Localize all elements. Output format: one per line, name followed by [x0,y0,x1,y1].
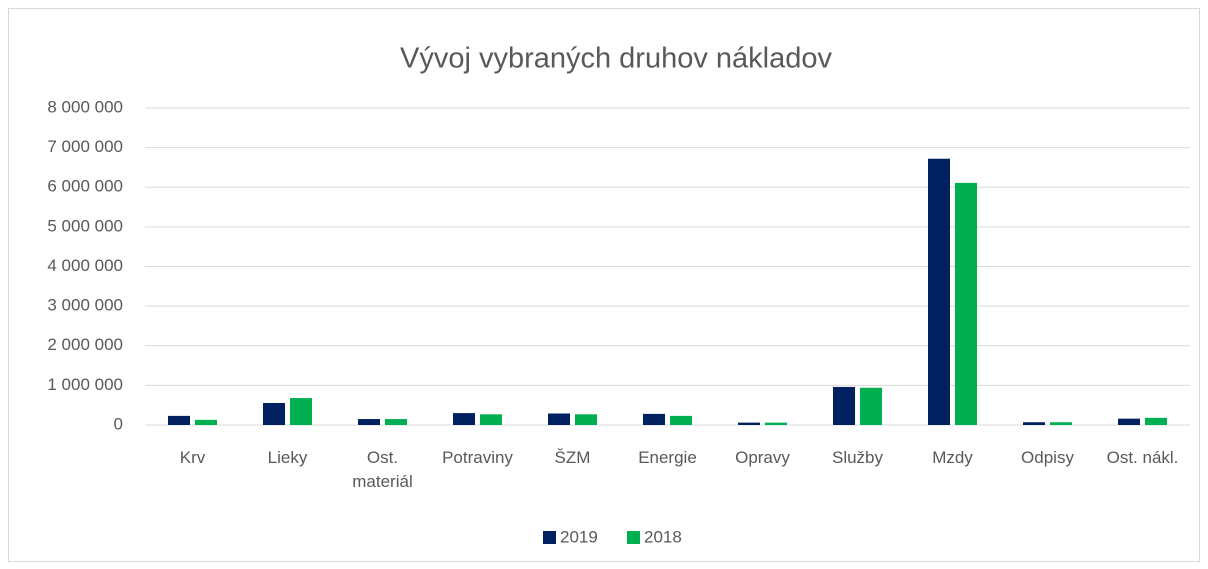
x-tick-label: Ost. nákl. [1106,448,1179,467]
x-tick-label: Služby [831,448,884,467]
y-tick-label: 2 000 000 [47,335,123,354]
bar [480,414,502,425]
chart-title: Vývoj vybraných druhov nákladov [400,43,833,75]
bar [833,386,855,425]
x-tick-label: Mzdy [932,448,973,467]
bar [928,158,950,425]
bar [195,419,217,425]
y-tick-label: 1 000 000 [47,375,123,394]
bar [290,398,312,425]
y-tick-label: 3 000 000 [47,296,123,315]
bar [765,422,787,425]
legend-label: 2019 [560,527,598,546]
bar [1050,422,1072,425]
x-tick-label: Lieky [267,448,308,467]
bar [1145,417,1167,425]
bar [670,415,692,425]
bar [385,419,407,425]
y-tick-label: 8 000 000 [47,97,123,116]
x-tick-label: Energie [638,448,697,467]
y-tick-label: 7 000 000 [47,137,123,156]
legend-swatch [627,531,640,544]
bar [168,415,190,425]
chart-frame [8,8,1200,562]
bar [358,419,380,425]
bar [860,387,882,425]
bar [575,414,597,425]
bar [1023,422,1045,425]
bar [955,182,977,425]
y-tick-label: 0 [114,414,123,433]
bar [453,413,475,425]
legend-label: 2018 [644,527,682,546]
y-tick-label: 5 000 000 [47,216,123,235]
y-tick-label: 6 000 000 [47,177,123,196]
bar [548,413,570,425]
bar [643,413,665,425]
y-tick-label: 4 000 000 [47,256,123,275]
x-tick-label: Opravy [735,448,790,467]
bar [1118,418,1140,425]
x-tick-label: Krv [179,448,206,467]
x-tick-label: ŠZM [554,448,591,467]
bar [263,403,285,425]
x-tick-label: Potraviny [442,448,513,467]
legend-swatch [543,531,556,544]
x-tick-label: Odpisy [1021,448,1074,467]
x-tick-label: Ost. materiál [352,448,413,491]
bar [738,422,760,425]
